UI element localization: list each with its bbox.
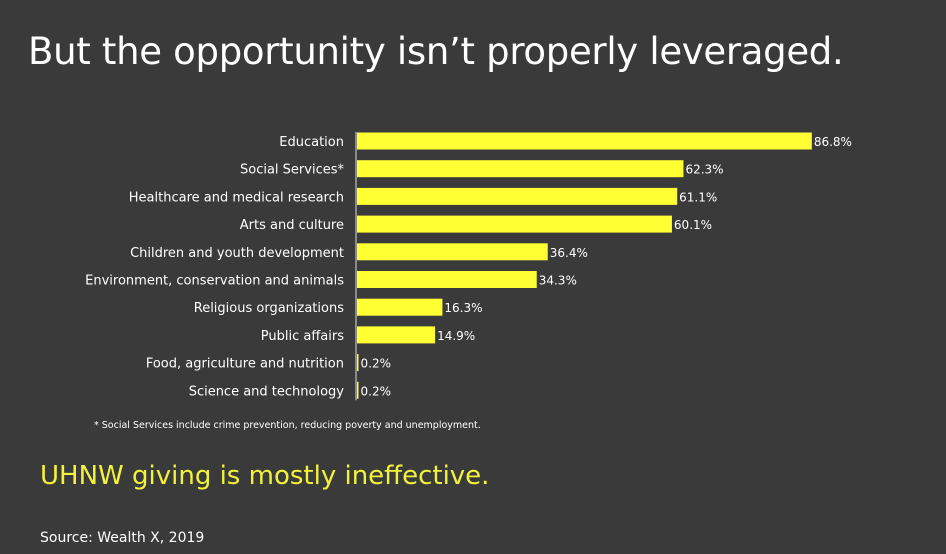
category-label: Religious organizations [194, 301, 344, 316]
value-label: 60.1% [674, 218, 712, 232]
source-citation: Source: Wealth X, 2019 [40, 530, 205, 546]
bar [357, 215, 672, 233]
category-label: Environment, conservation and animals [85, 274, 344, 289]
value-label: 16.3% [444, 301, 482, 315]
category-label: Children and youth development [130, 246, 344, 261]
bar-series: Education 86.8% Social Services* 62.3% Healt… [85, 132, 852, 399]
bar [357, 271, 537, 288]
slide-title: But the opportunity isn’t properly lever… [28, 30, 844, 73]
value-label: 61.1% [679, 190, 717, 204]
category-label: Public affairs [261, 329, 344, 344]
bar [357, 326, 436, 344]
category-label: Arts and culture [240, 218, 344, 233]
category-label: Science and technology [189, 384, 345, 399]
category-label: Education [279, 135, 344, 150]
bar [357, 160, 684, 178]
value-label: 34.3% [539, 274, 577, 288]
value-label: 14.9% [437, 329, 475, 343]
value-label: 0.2% [361, 357, 392, 371]
value-label: 86.8% [814, 135, 852, 149]
value-label: 62.3% [685, 163, 723, 177]
bar-chart: Education 86.8% Social Services* 62.3% Healt… [85, 132, 852, 401]
category-label: Social Services* [240, 163, 344, 178]
bar [357, 132, 812, 150]
category-label: Healthcare and medical research [129, 190, 344, 205]
bar [357, 354, 359, 372]
bar [357, 187, 678, 205]
category-label: Food, agriculture and nutrition [146, 357, 344, 372]
conclusion-text: UHNW giving is mostly ineffective. [40, 461, 490, 491]
value-label: 0.2% [361, 384, 392, 398]
bar [357, 298, 443, 316]
chart-footnote: * Social Services include crime preventi… [94, 420, 481, 431]
value-label: 36.4% [550, 246, 588, 260]
bar [357, 243, 548, 261]
bar [357, 381, 359, 399]
